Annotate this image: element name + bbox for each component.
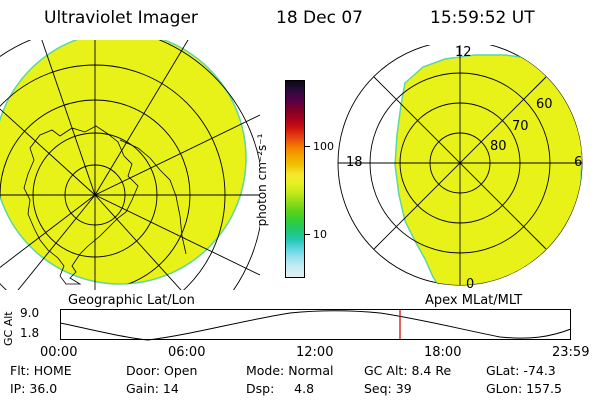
colorbar-tick [305, 234, 310, 235]
alt-plot-frame [60, 309, 571, 340]
meridian-line [94, 194, 182, 290]
alt-plot-ytick-min: 1.8 [20, 326, 40, 340]
time-label: 15:59:52 UT [430, 8, 535, 28]
info-mode: Mode: Normal [246, 363, 334, 378]
alt-plot-ytick-max: 9.0 [20, 306, 40, 320]
info-door: Door: Open [126, 363, 198, 378]
info-flight: Flt: HOME [10, 363, 72, 378]
info-seq: Seq: 39 [364, 381, 412, 396]
instrument-title: Ultraviolet Imager [44, 8, 198, 28]
alt-plot-xtick-0600: 06:00 [168, 345, 206, 360]
info-glon: GLon: 157.5 [486, 381, 562, 396]
meridian-line [0, 194, 96, 268]
alt-plot-xtick-1800: 18:00 [424, 345, 462, 360]
date-label: 18 Dec 07 [276, 8, 363, 28]
alt-plot-xtick-2359: 23:59 [552, 345, 590, 360]
mlt-label-18: 18 [346, 155, 363, 170]
meridian-line [94, 114, 260, 196]
magnetic-map [337, 45, 583, 286]
alt-plot-xtick-0000: 00:00 [40, 345, 78, 360]
info-gc-alt: GC Alt: 8.4 Re [364, 363, 452, 378]
uv-image-disk [0, 40, 247, 285]
colorbar-tick [305, 146, 310, 147]
meridian-line [94, 194, 260, 276]
mlt-label-6: 6 [574, 155, 583, 170]
left-map-label: Geographic Lat/Lon [68, 293, 195, 308]
meridian-line [94, 40, 189, 196]
geographic-map [0, 40, 260, 290]
alt-plot-xtick-1200: 12:00 [296, 345, 334, 360]
colorbar [285, 80, 305, 278]
antarctica-coastline [23, 125, 139, 285]
right-map-label: Apex MLat/MLT [425, 293, 523, 308]
alt-plot-ylabel: GC Alt [2, 311, 15, 346]
mlt-meridian [373, 76, 547, 250]
info-gain: Gain: 14 [126, 381, 179, 396]
colorbar-tick-100: 100 [313, 140, 334, 153]
mlat-label-60: 60 [536, 97, 553, 112]
info-glat: GLat: -74.3 [486, 363, 556, 378]
coastline-fragment [119, 139, 187, 255]
meridian-line [41, 40, 96, 196]
mlt-label-12: 12 [455, 45, 472, 60]
meridian-line [17, 194, 96, 290]
info-ip: IP: 36.0 [10, 381, 58, 396]
meridian-line [0, 108, 96, 196]
mlat-label-80: 80 [490, 139, 507, 154]
mlt-label-0: 0 [466, 277, 475, 292]
info-dsp: Dsp: 4.8 [246, 381, 315, 396]
mlat-label-70: 70 [512, 119, 529, 134]
colorbar-tick-10: 10 [313, 228, 327, 241]
altitude-curve [60, 310, 572, 341]
colorbar-unit-label: photon cm⁻²s⁻¹ [255, 133, 269, 227]
altitude-plot [60, 309, 572, 341]
